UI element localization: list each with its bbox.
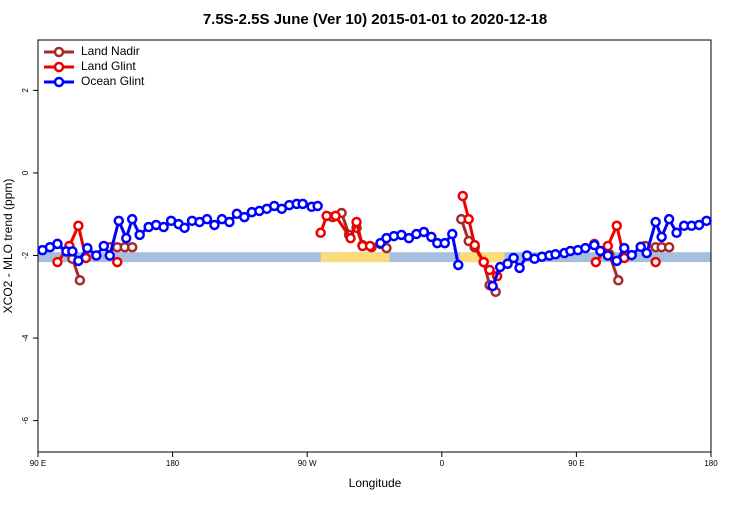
chart-title: 7.5S-2.5S June (Ver 10) 2015-01-01 to 20… <box>203 11 547 28</box>
data-point <box>126 241 138 253</box>
data-point <box>126 213 138 225</box>
x-tick-label: 90 E <box>30 459 46 468</box>
legend-marker <box>53 61 65 73</box>
data-point <box>550 249 561 260</box>
data-point <box>345 232 356 244</box>
data-point <box>201 213 213 225</box>
data-point <box>73 220 84 232</box>
data-point <box>67 246 78 257</box>
data-point <box>508 252 519 264</box>
data-point <box>487 280 498 292</box>
data-point <box>439 237 451 249</box>
data-point <box>113 215 125 227</box>
data-point <box>98 240 110 252</box>
data-point <box>611 255 623 267</box>
data-point <box>447 228 458 240</box>
data-point <box>297 198 308 210</box>
data-point <box>602 240 614 252</box>
data-point <box>52 256 63 268</box>
data-point <box>321 210 332 222</box>
data-point <box>613 275 624 286</box>
data-point <box>453 259 464 271</box>
data-point <box>73 255 84 267</box>
data-point <box>82 242 93 254</box>
legend-marker <box>53 46 65 58</box>
y-tick-label: 0 <box>21 170 30 175</box>
data-point <box>589 239 600 251</box>
legend-label: Land Nadir <box>81 44 140 58</box>
legend-label: Ocean Glint <box>81 74 145 88</box>
data-point <box>134 229 145 241</box>
data-point <box>74 275 86 286</box>
data-point <box>611 220 623 232</box>
data-point <box>502 258 513 270</box>
x-tick-label: 90 E <box>568 459 584 468</box>
data-point <box>590 256 602 268</box>
data-point <box>224 216 235 228</box>
data-point <box>650 216 661 228</box>
data-point <box>619 242 630 254</box>
data-point <box>478 256 489 268</box>
x-axis-label: Longitude <box>349 476 402 490</box>
data-point <box>484 264 495 276</box>
data-point <box>641 247 652 259</box>
data-point <box>312 200 323 212</box>
data-point <box>469 239 480 251</box>
data-point <box>635 241 646 253</box>
band <box>320 252 390 263</box>
data-point <box>626 249 637 261</box>
x-tick-label: 180 <box>166 459 180 468</box>
y-tick-label: -2 <box>21 251 30 259</box>
data-point <box>158 221 169 233</box>
data-point <box>179 222 190 234</box>
data-point <box>330 210 341 222</box>
data-point <box>693 219 705 231</box>
data-point <box>656 231 667 243</box>
data-point <box>120 232 132 244</box>
data-point <box>514 262 525 274</box>
data-point <box>91 250 102 261</box>
data-point <box>239 211 250 223</box>
x-tick-label: 0 <box>440 459 445 468</box>
data-point <box>595 245 606 257</box>
x-tick-label: 180 <box>704 459 718 468</box>
data-point <box>671 227 682 239</box>
legend-label: Land Glint <box>81 59 136 73</box>
legend-marker <box>53 76 65 88</box>
data-point <box>418 226 430 238</box>
data-point <box>457 190 468 202</box>
data-point <box>663 213 675 225</box>
data-point <box>602 250 614 261</box>
x-tick-label: 90 W <box>298 459 317 468</box>
data-point <box>104 250 116 261</box>
data-point <box>663 241 675 253</box>
data-point <box>701 215 712 227</box>
data-point <box>650 256 661 268</box>
data-point <box>364 240 376 252</box>
y-axis-label: XCO2 - MLO trend (ppm) <box>1 179 15 314</box>
data-point <box>426 231 437 243</box>
y-tick-label: -6 <box>21 417 30 425</box>
data-point <box>315 227 326 239</box>
series-line <box>57 196 655 276</box>
data-point <box>403 232 415 244</box>
y-tick-label: 2 <box>21 88 30 93</box>
data-point <box>52 238 63 250</box>
data-point <box>463 213 474 225</box>
y-tick-label: -4 <box>21 334 30 342</box>
data-point <box>209 219 220 231</box>
data-point <box>112 256 123 268</box>
data-point <box>580 242 591 254</box>
plot-frame <box>37 39 712 453</box>
data-point <box>351 216 362 228</box>
